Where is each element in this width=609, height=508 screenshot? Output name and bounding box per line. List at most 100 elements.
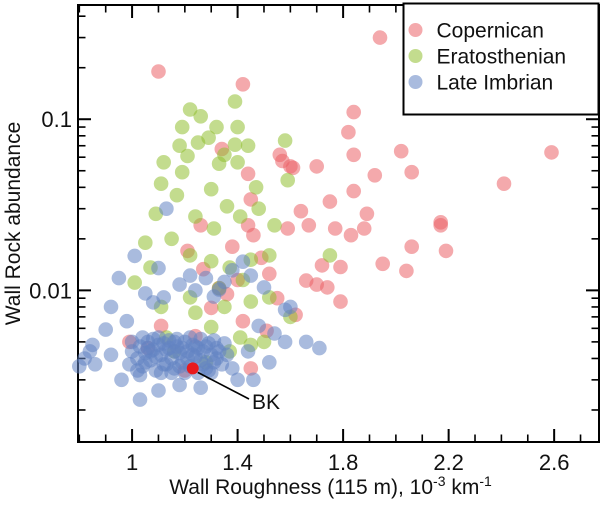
data-point-eratosthenian bbox=[219, 199, 235, 214]
data-point-late-imbrian bbox=[172, 277, 187, 292]
data-point-copernican bbox=[322, 194, 338, 209]
data-point-eratosthenian bbox=[251, 201, 266, 216]
data-point-copernican bbox=[275, 153, 290, 169]
data-point-copernican bbox=[240, 166, 256, 182]
legend-marker-late-imbrian bbox=[408, 75, 423, 89]
data-point-copernican bbox=[404, 164, 420, 180]
data-point-eratosthenian bbox=[180, 148, 195, 164]
data-point-eratosthenian bbox=[243, 294, 259, 309]
legend-label-eratosthenian: Eratosthenian bbox=[437, 46, 567, 69]
bk-annotation-label: BK bbox=[252, 391, 280, 414]
data-point-copernican bbox=[404, 239, 420, 254]
data-point-late-imbrian bbox=[145, 295, 161, 310]
data-point-eratosthenian bbox=[172, 138, 187, 153]
data-point-eratosthenian bbox=[227, 94, 243, 109]
data-point-eratosthenian bbox=[217, 299, 232, 315]
data-point-eratosthenian bbox=[209, 119, 224, 135]
data-point-eratosthenian bbox=[206, 221, 222, 236]
data-point-late-imbrian bbox=[132, 392, 148, 407]
data-point-late-imbrian bbox=[217, 336, 232, 351]
bk-marker bbox=[186, 362, 199, 375]
data-point-copernican bbox=[372, 30, 388, 45]
data-point-late-imbrian bbox=[159, 201, 174, 216]
y-axis-title: Wall Rock abundance bbox=[2, 122, 25, 326]
data-point-eratosthenian bbox=[164, 231, 179, 247]
data-point-copernican bbox=[341, 124, 356, 140]
x-tick-label: 1 bbox=[126, 450, 138, 475]
data-point-eratosthenian bbox=[203, 319, 219, 335]
data-point-late-imbrian bbox=[87, 357, 103, 372]
data-point-late-imbrian bbox=[98, 322, 113, 337]
data-point-copernican bbox=[393, 143, 409, 159]
data-point-late-imbrian bbox=[151, 260, 166, 276]
data-point-copernican bbox=[356, 221, 372, 236]
data-point-eratosthenian bbox=[203, 253, 219, 269]
series-eratosthenian bbox=[127, 94, 338, 370]
legend-label-copernican: Copernican bbox=[437, 20, 544, 43]
data-point-late-imbrian bbox=[103, 347, 119, 363]
data-point-eratosthenian bbox=[240, 138, 256, 153]
data-point-eratosthenian bbox=[127, 275, 142, 290]
data-point-copernican bbox=[203, 300, 219, 316]
legend-marker-copernican bbox=[408, 23, 423, 37]
x-axis-title: Wall Roughness (115 m), 10-3 km-1 bbox=[169, 473, 492, 499]
data-point-eratosthenian bbox=[156, 155, 171, 170]
data-point-late-imbrian bbox=[267, 326, 282, 341]
data-point-copernican bbox=[438, 243, 454, 259]
data-point-eratosthenian bbox=[153, 176, 169, 191]
data-point-late-imbrian bbox=[82, 344, 98, 359]
data-point-eratosthenian bbox=[277, 133, 293, 148]
legend-box bbox=[402, 2, 600, 116]
data-point-late-imbrian bbox=[193, 380, 208, 396]
legend: Copernican Eratosthenian Late Imbrian bbox=[402, 2, 600, 116]
data-point-late-imbrian bbox=[188, 339, 203, 354]
data-point-copernican bbox=[496, 176, 512, 191]
data-point-late-imbrian bbox=[206, 289, 222, 304]
x-tick-label: 2.2 bbox=[433, 450, 464, 475]
data-point-copernican bbox=[333, 259, 348, 275]
data-point-late-imbrian bbox=[111, 270, 127, 286]
data-point-late-imbrian bbox=[127, 248, 142, 264]
data-point-copernican bbox=[375, 256, 391, 272]
data-point-eratosthenian bbox=[267, 218, 282, 233]
data-point-eratosthenian bbox=[182, 102, 198, 117]
data-point-late-imbrian bbox=[182, 268, 198, 283]
data-point-eratosthenian bbox=[227, 137, 243, 152]
data-point-copernican bbox=[433, 218, 449, 233]
data-point-late-imbrian bbox=[103, 299, 119, 315]
data-point-eratosthenian bbox=[217, 147, 232, 163]
data-point-late-imbrian bbox=[167, 334, 182, 350]
data-point-eratosthenian bbox=[201, 130, 216, 145]
data-point-copernican bbox=[309, 159, 325, 174]
data-point-copernican bbox=[151, 64, 166, 79]
data-point-copernican bbox=[280, 221, 296, 236]
data-point-eratosthenian bbox=[182, 248, 198, 263]
data-point-late-imbrian bbox=[203, 365, 219, 381]
legend-item-eratosthenian: Eratosthenian bbox=[408, 46, 567, 69]
data-point-copernican bbox=[293, 203, 309, 219]
legend-item-copernican: Copernican bbox=[408, 20, 544, 43]
data-point-eratosthenian bbox=[248, 180, 264, 195]
legend-label-late-imbrian: Late Imbrian bbox=[437, 72, 554, 95]
data-point-copernican bbox=[359, 206, 375, 222]
data-point-late-imbrian bbox=[188, 283, 203, 298]
legend-marker-eratosthenian bbox=[408, 49, 423, 63]
data-point-eratosthenian bbox=[188, 209, 203, 224]
data-point-copernican bbox=[262, 266, 277, 282]
data-point-late-imbrian bbox=[298, 334, 314, 350]
data-point-late-imbrian bbox=[172, 377, 187, 393]
data-point-late-imbrian bbox=[256, 280, 272, 295]
data-point-eratosthenian bbox=[174, 119, 190, 135]
bk-annotation-line bbox=[197, 371, 250, 400]
data-point-late-imbrian bbox=[225, 263, 240, 278]
data-point-copernican bbox=[399, 263, 414, 279]
data-point-late-imbrian bbox=[262, 355, 277, 370]
data-point-late-imbrian bbox=[119, 313, 135, 329]
data-point-eratosthenian bbox=[138, 235, 153, 250]
data-point-copernican bbox=[235, 313, 251, 329]
data-point-late-imbrian bbox=[243, 268, 259, 283]
data-point-copernican bbox=[153, 318, 169, 334]
data-point-eratosthenian bbox=[232, 330, 248, 345]
data-point-eratosthenian bbox=[256, 334, 272, 350]
